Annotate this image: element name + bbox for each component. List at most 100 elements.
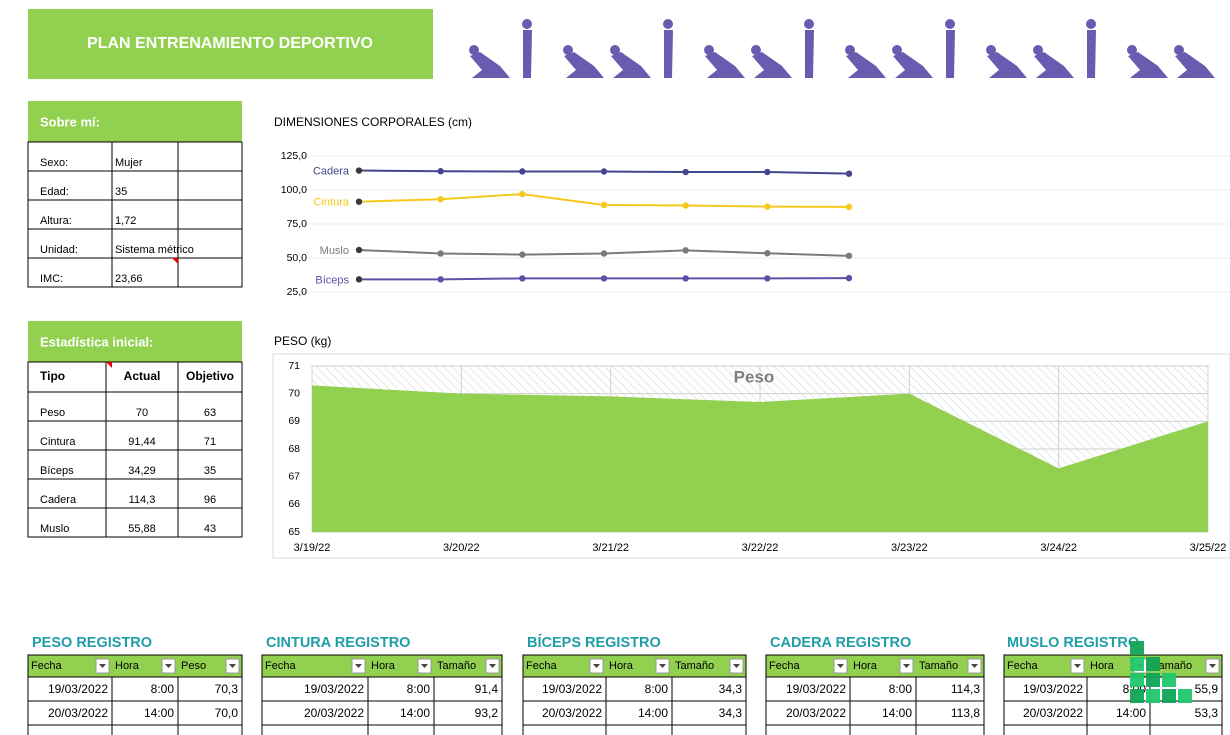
stats-cell: 96 <box>204 494 216 506</box>
point-marker <box>682 202 689 209</box>
y-tick-label: 25,0 <box>287 286 308 298</box>
cell <box>177 507 243 538</box>
filter-arrow <box>837 664 844 668</box>
log-header: Fecha <box>526 660 557 672</box>
comment-flag <box>106 362 112 368</box>
series-label: Cintura <box>314 197 350 209</box>
exercise-figures <box>469 19 1215 78</box>
x-tick-label: 3/21/22 <box>592 542 629 554</box>
log-header: Tamaño <box>437 660 476 672</box>
filter-arrow <box>99 664 106 668</box>
log-cell: 8:00 <box>407 682 431 696</box>
log-header: Tamaño <box>919 660 958 672</box>
log-header: Fecha <box>1007 660 1038 672</box>
overlay-square <box>1178 689 1192 703</box>
cell <box>177 199 243 230</box>
log-cell: 70,3 <box>215 682 239 696</box>
point-marker <box>845 203 853 211</box>
cell <box>1149 724 1223 735</box>
point-marker <box>682 247 689 254</box>
stats-cell: 63 <box>204 407 216 419</box>
log-cell: 19/03/2022 <box>542 682 602 696</box>
overlay-square <box>1146 673 1160 687</box>
chart-frame <box>272 353 1230 559</box>
stats-cell: 35 <box>204 465 216 477</box>
figure-head <box>610 45 620 55</box>
cell <box>177 141 243 172</box>
about-cell: Mujer <box>115 157 143 169</box>
figure-head <box>522 19 532 29</box>
stats-cell: Cadera <box>40 494 77 506</box>
cell <box>261 724 369 735</box>
log-header: Hora <box>1090 660 1115 672</box>
point-marker <box>355 167 363 174</box>
x-tick-label: 3/22/22 <box>742 542 779 554</box>
point-marker <box>355 198 363 205</box>
point-marker <box>437 276 444 283</box>
stats-cell: 43 <box>204 523 216 535</box>
stats-cell: Cintura <box>40 436 76 448</box>
filter-arrow <box>733 664 740 668</box>
stats-cell: 34,29 <box>128 465 156 477</box>
point-marker <box>764 250 771 257</box>
stats-header: Objetivo <box>186 369 234 383</box>
about-cell: 35 <box>115 186 127 198</box>
series-label: Bíceps <box>315 274 349 286</box>
about-cell: 23,66 <box>115 273 143 285</box>
figure-body <box>705 52 745 78</box>
point-marker <box>519 251 526 258</box>
log-cell: 114,3 <box>951 682 980 696</box>
stats-cell: 91,44 <box>128 436 156 448</box>
figure-body <box>611 52 651 78</box>
figure-body <box>664 30 673 78</box>
log-cell: 55,9 <box>1195 682 1219 696</box>
overlay-square <box>1130 673 1144 687</box>
log-header: Peso <box>181 660 206 672</box>
log-cell: 93,2 <box>475 706 499 720</box>
log-cell: 19/03/2022 <box>786 682 846 696</box>
figure-body <box>470 52 510 78</box>
y-tick-label: 50,0 <box>287 252 308 264</box>
figure-body <box>1087 30 1096 78</box>
stats-header: Tipo <box>40 369 65 383</box>
y-tick-label: 68 <box>288 443 300 455</box>
about-cell: Altura: <box>40 215 72 227</box>
figure-head <box>1174 45 1184 55</box>
stats-header: Actual <box>124 369 161 383</box>
figure-head <box>1086 19 1096 29</box>
about-cell: Edad: <box>40 186 69 198</box>
log-cell: 14:00 <box>400 706 430 720</box>
section-band <box>28 101 242 142</box>
figure-head <box>469 45 479 55</box>
cell <box>765 724 851 735</box>
cell <box>605 724 673 735</box>
filter-arrow <box>903 664 910 668</box>
filter-arrow <box>971 664 978 668</box>
log-title: BÍCEPS REGISTRO <box>527 634 661 651</box>
overlay-square <box>1146 689 1160 703</box>
filter-arrow <box>355 664 362 668</box>
figure-body <box>946 30 955 78</box>
log-cell: 8:00 <box>151 682 175 696</box>
point-marker <box>764 168 771 176</box>
section-title: Estadística inicial: <box>40 334 153 349</box>
stats-cell: Peso <box>40 407 65 419</box>
header-band <box>28 9 433 79</box>
overlay-square <box>1130 641 1144 655</box>
comment-flag <box>172 258 178 264</box>
log-cell: 34,3 <box>719 682 743 696</box>
y-tick-label: 69 <box>288 415 300 427</box>
figure-head <box>704 45 714 55</box>
cell <box>27 724 113 735</box>
log-title: PESO REGISTRO <box>32 635 152 651</box>
about-cell: IMC: <box>40 273 63 285</box>
log-cell: 8:00 <box>645 682 669 696</box>
point-marker <box>682 275 689 282</box>
log-header: Tamaño <box>1153 660 1192 672</box>
figure-head <box>892 45 902 55</box>
filter-arrow <box>1074 664 1081 668</box>
figure-body <box>987 52 1027 78</box>
log-cell: 20/03/2022 <box>542 706 602 720</box>
log-cell: 14:00 <box>882 706 912 720</box>
